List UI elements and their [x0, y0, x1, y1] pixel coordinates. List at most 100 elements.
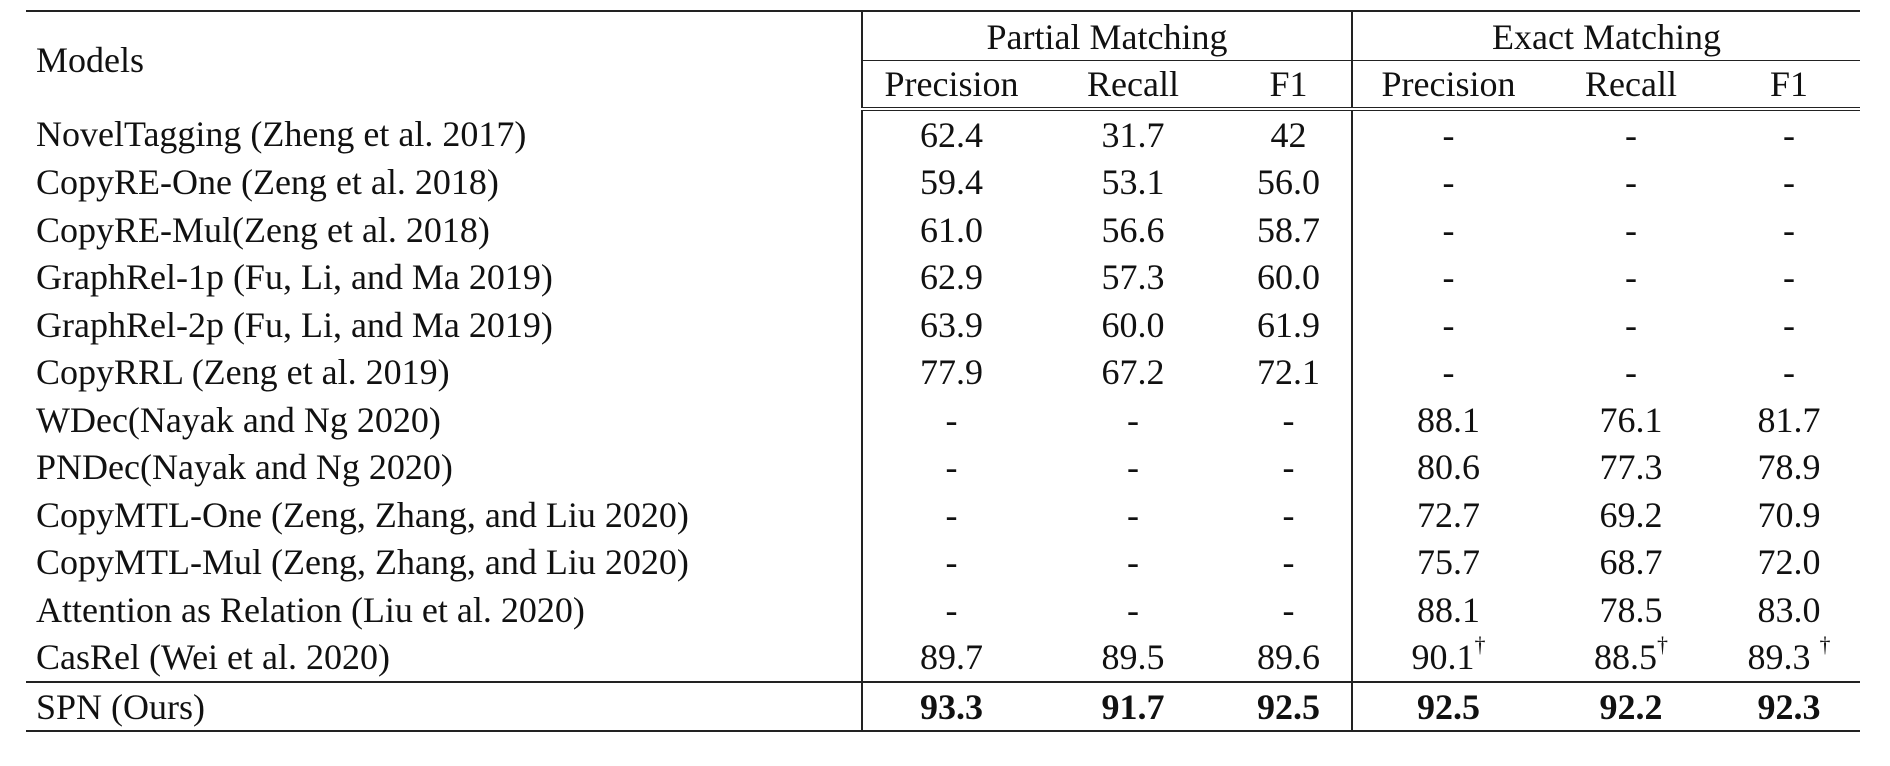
exact-f1-cell: - — [1718, 349, 1860, 397]
table-row: PNDec(Nayak and Ng 2020) - - - 80.6 77.3 78.9 — [26, 443, 1860, 492]
cell-value: 77.3 — [1599, 447, 1663, 488]
cell-value: 69.2 — [1599, 494, 1663, 535]
cell-value: - — [1625, 304, 1637, 345]
model-name-cell: CopyMTL-Mul (Zeng, Zhang, and Liu 2020) — [26, 538, 863, 586]
partial-recall-cell: 57.3 — [1040, 254, 1226, 302]
cell-value: 89.6 — [1257, 637, 1320, 678]
cell-value: 61.0 — [920, 209, 983, 250]
cell-value: - — [1783, 209, 1795, 250]
partial-recall-cell: - — [1040, 539, 1226, 587]
header-group-row: Models Partial Matching Exact Matching — [26, 10, 1860, 109]
cell-value: - — [1282, 494, 1295, 535]
models-column-header: Models — [26, 10, 863, 109]
cell-value: - — [1282, 447, 1295, 488]
exact-f1-cell: 83.0 — [1718, 586, 1860, 634]
cell-value: 53.1 — [1101, 162, 1165, 203]
model-name-cell: GraphRel-1p (Fu, Li, and Ma 2019) — [26, 253, 863, 301]
model-name-cell: PNDec(Nayak and Ng 2020) — [26, 443, 863, 491]
table-row: Attention as Relation (Liu et al. 2020) -… — [26, 586, 1860, 634]
exact-precision-cell: 75.7 — [1352, 539, 1544, 587]
partial-f1-cell: - — [1226, 586, 1353, 634]
cell-value: - — [1127, 494, 1139, 535]
partial-f1-cell: 60.0 — [1226, 253, 1353, 301]
cell-value: 63.9 — [920, 304, 983, 345]
model-name-cell: Attention as Relation (Liu et al. 2020) — [26, 586, 863, 634]
partial-f1-cell: 42 — [1226, 109, 1353, 159]
cell-value: 90.1 — [1411, 637, 1475, 678]
exact-recall-cell: - — [1544, 349, 1718, 397]
exact-precision-cell: - — [1352, 254, 1544, 302]
exact-precision-cell: - — [1352, 301, 1544, 349]
table-row: CopyRE-Mul(Zeng et al. 2018) 61.0 56.6 58.7… — [26, 206, 1860, 254]
exact-recall-cell: 77.3 — [1544, 444, 1718, 492]
cell-value: 72.1 — [1257, 352, 1320, 393]
cell-value: 68.7 — [1599, 542, 1663, 583]
cell-value: 31.7 — [1101, 114, 1165, 155]
partial-f1-cell: - — [1226, 396, 1353, 444]
partial-precision-cell: 62.9 — [862, 254, 1040, 302]
partial-f1-cell: 92.5 — [1226, 681, 1353, 732]
cell-value: - — [1625, 114, 1637, 155]
exact-recall-cell: 69.2 — [1544, 491, 1718, 539]
cell-value: - — [1127, 589, 1139, 630]
partial-precision-header: Precision — [862, 60, 1040, 111]
exact-matching-header: Exact Matching — [1352, 10, 1860, 61]
partial-precision-cell: 89.7 — [862, 634, 1040, 683]
exact-recall-cell: 88.5† — [1544, 632, 1718, 683]
dagger-mark: † — [1474, 632, 1486, 658]
partial-recall-cell: - — [1040, 444, 1226, 492]
cell-value: - — [945, 447, 958, 488]
exact-f1-cell: - — [1718, 109, 1860, 159]
exact-recall-cell: - — [1544, 254, 1718, 302]
partial-precision-cell: - — [862, 539, 1040, 587]
cell-value: 56.0 — [1257, 162, 1320, 203]
model-name-cell: NovelTagging (Zheng et al. 2017) — [26, 109, 863, 159]
model-name-cell: CasRel (Wei et al. 2020) — [26, 633, 863, 682]
exact-precision-cell: - — [1352, 109, 1544, 159]
exact-f1-cell: 92.3 — [1718, 681, 1860, 732]
cell-value: - — [1625, 257, 1637, 298]
cell-value: 62.9 — [920, 257, 983, 298]
table-row: CopyRRL (Zeng et al. 2019) 77.9 67.2 72.1 - -… — [26, 348, 1860, 397]
exact-recall-cell: - — [1544, 206, 1718, 254]
partial-precision-cell: - — [862, 586, 1040, 634]
exact-f1-cell: - — [1718, 301, 1860, 349]
cell-value: - — [1442, 257, 1455, 298]
table-row: GraphRel-2p (Fu, Li, and Ma 2019) 63.9 60.… — [26, 301, 1860, 349]
model-name-cell: CopyRE-Mul(Zeng et al. 2018) — [26, 206, 863, 254]
cell-value: - — [1442, 162, 1455, 203]
exact-precision-cell: 88.1 — [1352, 586, 1544, 634]
table-row: CopyMTL-Mul (Zeng, Zhang, and Liu 2020) -… — [26, 538, 1860, 587]
exact-precision-cell: 90.1† — [1352, 632, 1544, 683]
exact-precision-header: Precision — [1352, 60, 1544, 111]
partial-f1-cell: - — [1226, 443, 1353, 491]
partial-f1-header: F1 — [1226, 60, 1353, 111]
partial-recall-cell: - — [1040, 491, 1226, 539]
dagger-mark: † — [1819, 632, 1831, 658]
exact-recall-cell: 92.2 — [1544, 681, 1718, 732]
partial-f1-cell: 89.6 — [1226, 633, 1353, 682]
cell-value: - — [1625, 162, 1637, 203]
cell-value: - — [1442, 209, 1455, 250]
cell-value: - — [1783, 114, 1795, 155]
cell-value: - — [1442, 114, 1455, 155]
exact-recall-cell: - — [1544, 159, 1718, 207]
cell-value: - — [1783, 304, 1795, 345]
cell-value: 78.5 — [1599, 589, 1663, 630]
exact-precision-cell: 88.1 — [1352, 396, 1544, 444]
cell-value: 88.1 — [1417, 589, 1480, 630]
cell-value: 76.1 — [1599, 399, 1663, 440]
cell-value: - — [1442, 304, 1455, 345]
cell-value: 57.3 — [1101, 257, 1165, 298]
partial-precision-cell: 77.9 — [862, 349, 1040, 397]
model-name-cell: GraphRel-2p (Fu, Li, and Ma 2019) — [26, 301, 863, 349]
table-row: NovelTagging (Zheng et al. 2017) 62.4 31.7… — [26, 109, 1860, 159]
model-name-cell: SPN (Ours) — [26, 681, 863, 732]
cell-value: - — [1282, 399, 1295, 440]
partial-precision-cell: - — [862, 444, 1040, 492]
exact-f1-cell: - — [1718, 159, 1860, 207]
exact-f1-cell: 81.7 — [1718, 396, 1860, 444]
cell-value: - — [945, 494, 958, 535]
cell-value: 78.9 — [1757, 447, 1821, 488]
cell-value: 80.6 — [1417, 447, 1480, 488]
